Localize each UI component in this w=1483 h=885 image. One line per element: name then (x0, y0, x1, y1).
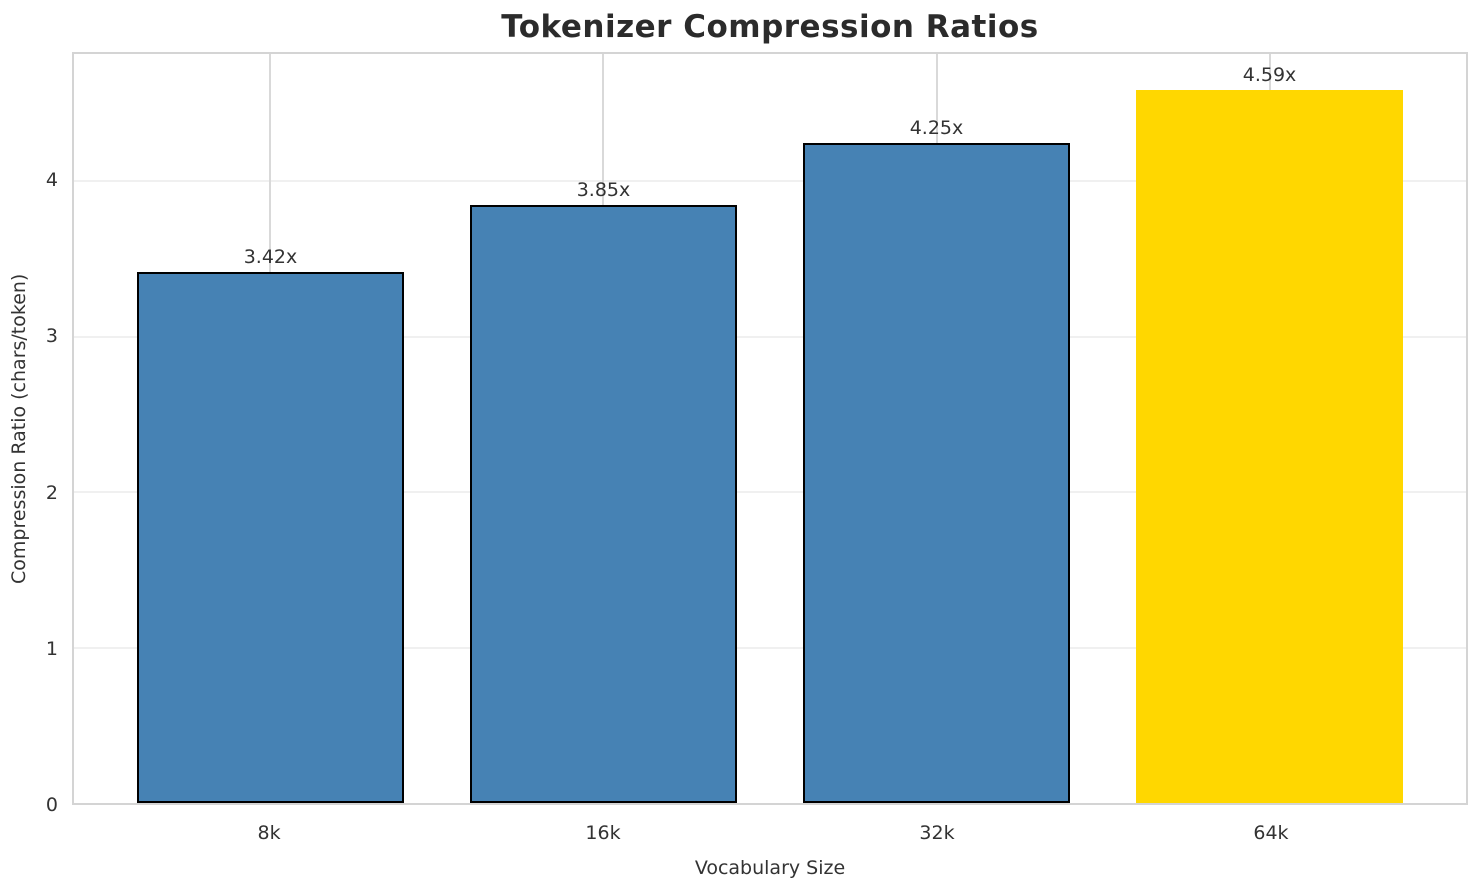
bar-value-label: 4.25x (909, 116, 964, 139)
plot-area: 3.42x 3.85x 4.25x 4.59x (72, 52, 1468, 805)
x-tick-label: 64k (1253, 822, 1289, 844)
h-gridline (74, 180, 1466, 183)
y-axis: 0 1 2 3 4 (0, 52, 58, 816)
y-tick-label: 0 (45, 794, 58, 816)
y-tick-label: 4 (45, 169, 58, 192)
bar-64k (1136, 89, 1403, 803)
chart-title: Tokenizer Compression Ratios (501, 9, 1039, 45)
x-tick-label: 32k (919, 822, 955, 844)
x-axis: 8k 16k 32k 64k (72, 822, 1468, 850)
x-axis-label: Vocabulary Size (694, 857, 846, 879)
bar-value-label: 3.42x (243, 245, 298, 268)
h-gridline (74, 646, 1466, 649)
bar-value-label: 4.59x (1242, 63, 1297, 86)
bar-8k (137, 271, 404, 803)
h-gridline (74, 335, 1466, 338)
y-tick-label: 1 (45, 637, 58, 660)
h-gridline (74, 491, 1466, 494)
x-tick-label: 8k (257, 822, 281, 844)
bar-32k (803, 142, 1070, 803)
y-tick-label: 3 (45, 325, 58, 348)
y-tick-label: 2 (45, 481, 58, 504)
bar-value-label: 3.85x (576, 178, 631, 201)
bar-16k (470, 204, 737, 803)
x-tick-label: 16k (585, 822, 621, 844)
